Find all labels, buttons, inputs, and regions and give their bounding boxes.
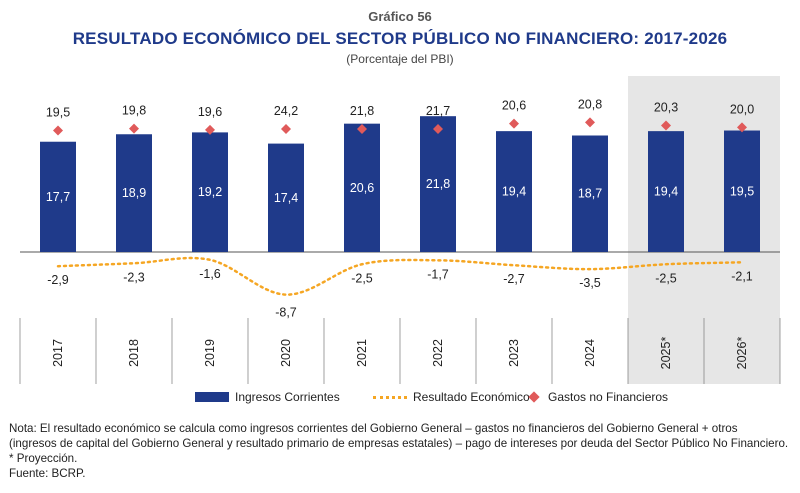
chart-notes: Nota: El resultado económico se calcula …: [9, 421, 794, 481]
bar-value-label: 19,4: [502, 185, 526, 199]
resultado-value-label: -2,7: [503, 272, 525, 286]
resultado-value-label: -2,1: [731, 269, 753, 283]
bar-value-label: 19,5: [730, 184, 754, 198]
gastos-diamond: [281, 124, 291, 134]
bar: [420, 116, 456, 252]
legend-diamond-swatch: [528, 391, 540, 403]
x-tick-label: 2025*: [659, 337, 673, 370]
bar-value-label: 18,7: [578, 187, 602, 201]
gastos-diamond: [53, 125, 63, 136]
gastos-diamond: [737, 122, 747, 133]
note-line: Nota: El resultado económico se calcula …: [9, 422, 738, 435]
resultado-value-label: -1,6: [199, 267, 221, 281]
chart-plot: 17,7 18,9 19,2 17,4 20,6 21,8 19,4 18,7 19,4 19,5…: [19, 76, 781, 384]
bar: [268, 143, 304, 252]
legend-item-diamonds: Gastos no Financieros: [526, 390, 668, 404]
legend-bar-swatch: [195, 392, 229, 402]
resultado-value-label: -2,5: [351, 271, 373, 285]
bar: [496, 131, 532, 252]
resultado-value-label: -2,5: [655, 271, 677, 285]
chart-legend: Ingresos Corrientes Resultado Económico …: [0, 390, 800, 408]
bar: [572, 135, 608, 252]
resultado-value-label: -3,5: [579, 276, 601, 290]
bar: [724, 130, 760, 252]
legend-label-diamonds: Gastos no Financieros: [548, 390, 669, 404]
bar: [192, 132, 228, 252]
resultado-line: [56, 256, 744, 296]
x-tick-label: 2026*: [735, 337, 749, 370]
gastos-value-label: 20,6: [502, 99, 526, 113]
bar-value-label: 18,9: [122, 186, 146, 200]
chart-kicker: Gráfico 56: [368, 9, 432, 24]
note-line: Fuente: BCRP.: [9, 467, 86, 480]
bar: [116, 134, 152, 252]
x-tick-label: 2024: [583, 339, 597, 367]
x-tick-label: 2022: [431, 339, 445, 367]
chart-title: RESULTADO ECONÓMICO DEL SECTOR PÚBLICO N…: [72, 29, 728, 48]
bar-value-label: 19,4: [654, 185, 678, 199]
legend-line-swatch: [373, 395, 407, 399]
x-tick-label: 2021: [355, 339, 369, 367]
gastos-value-label: 19,8: [122, 104, 146, 118]
gastos-value-label: 20,8: [578, 97, 602, 111]
chart-subtitle: (Porcentaje del PBI): [346, 52, 454, 66]
bar-value-label: 20,6: [350, 181, 374, 195]
legend-item-line: Resultado Económico: [373, 390, 530, 404]
bar: [648, 131, 684, 252]
x-tick-label: 2018: [127, 339, 141, 367]
legend-item-bars: Ingresos Corrientes: [195, 390, 340, 404]
gastos-value-label: 20,3: [654, 101, 678, 115]
bar-value-label: 21,8: [426, 177, 450, 191]
gastos-diamond: [433, 124, 443, 134]
gastos-diamond: [509, 118, 519, 129]
x-tick-label: 2023: [507, 339, 521, 367]
resultado-value-label: -2,3: [123, 270, 145, 284]
gastos-diamond: [357, 124, 367, 134]
note-line: * Proyección.: [9, 452, 78, 465]
resultado-value-label: -8,7: [275, 306, 297, 320]
legend-label-bars: Ingresos Corrientes: [235, 390, 340, 404]
x-tick-label: 2017: [51, 339, 65, 367]
gastos-value-label: 19,6: [198, 105, 222, 119]
gastos-value-label: 21,8: [350, 104, 374, 118]
x-tick-label: 2020: [279, 339, 293, 367]
gastos-value-label: 24,2: [274, 104, 298, 118]
bar: [40, 141, 76, 252]
gastos-value-label: 20,0: [730, 102, 754, 116]
gastos-value-label: 21,7: [426, 104, 450, 118]
gastos-diamond: [205, 124, 215, 135]
bar-value-label: 19,2: [198, 185, 222, 199]
resultado-value-label: -1,7: [427, 267, 449, 281]
resultado-value-label: -2,9: [47, 273, 69, 287]
gastos-value-label: 19,5: [46, 106, 70, 120]
note-line: (ingresos de capital del Gobierno Genera…: [9, 437, 789, 450]
gastos-diamond: [129, 123, 139, 134]
gastos-diamond: [585, 117, 595, 128]
bar-value-label: 17,4: [274, 191, 298, 205]
legend-label-line: Resultado Económico: [413, 390, 530, 404]
x-tick-label: 2019: [203, 339, 217, 367]
gastos-diamond: [661, 120, 671, 131]
bar: [344, 123, 380, 252]
bar-value-label: 17,7: [46, 190, 70, 204]
